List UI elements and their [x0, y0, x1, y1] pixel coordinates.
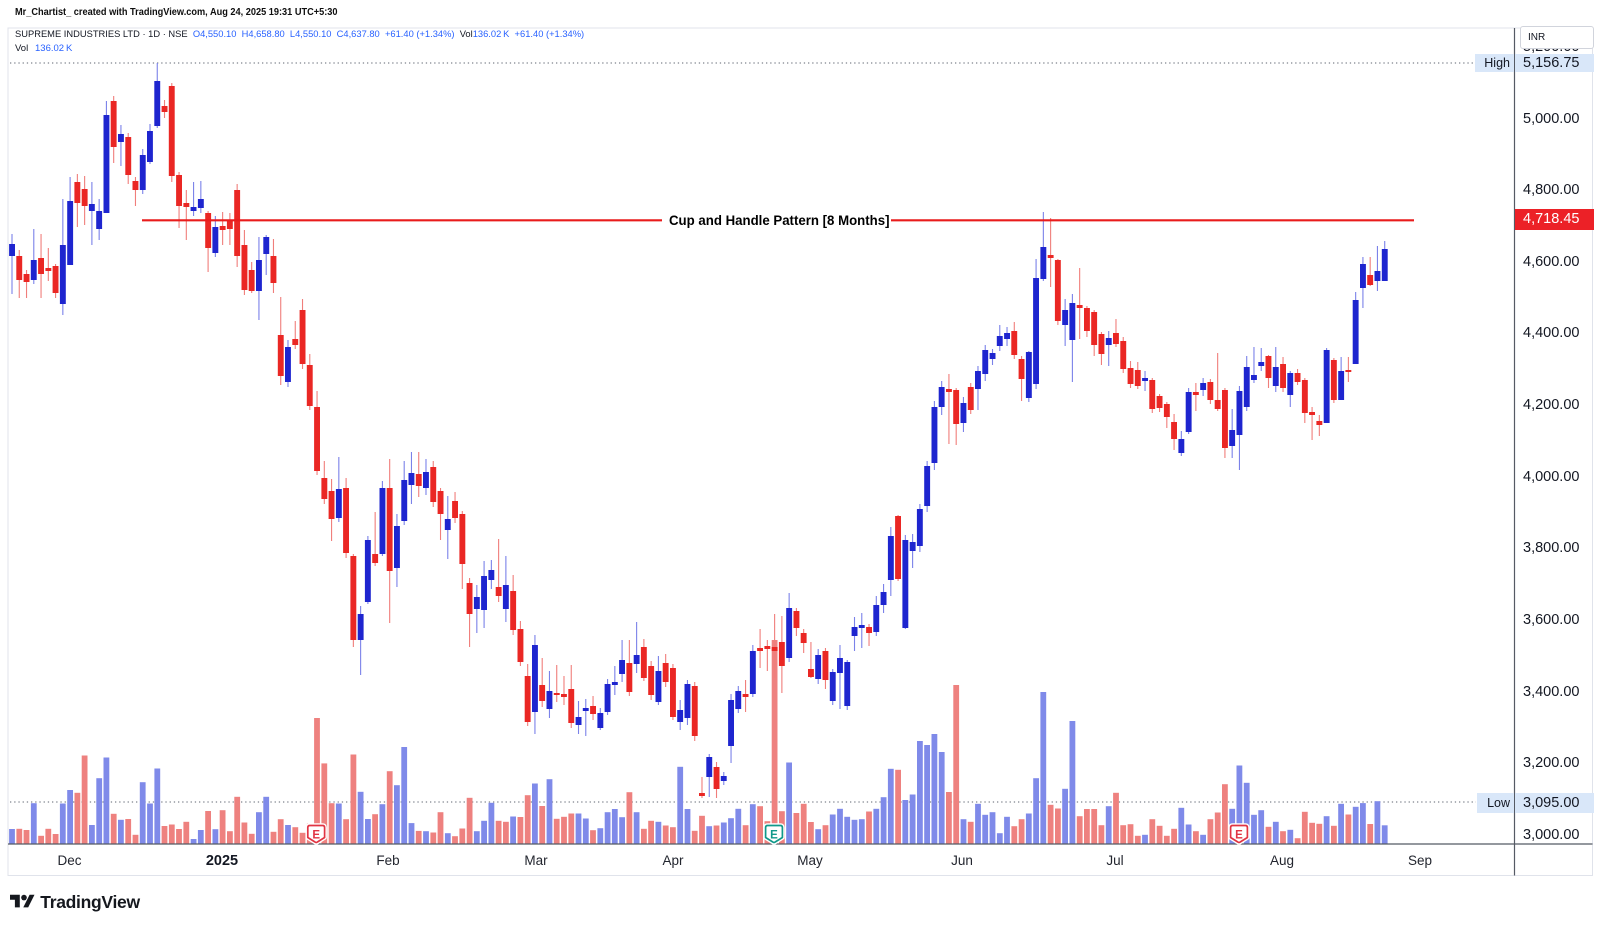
- svg-text:E: E: [1235, 830, 1243, 842]
- svg-text:E: E: [312, 830, 320, 842]
- svg-text:E: E: [770, 830, 778, 842]
